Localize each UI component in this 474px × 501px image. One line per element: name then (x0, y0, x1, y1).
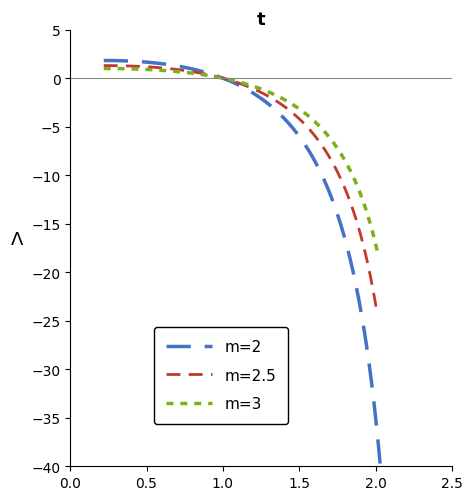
m=2.5 (374, 311, 380, 317)
m=2.5 (118, 64, 123, 70)
Line: m=3: m=3 (104, 69, 377, 251)
m=2 (383, 463, 389, 469)
Line: m=2.5: m=2.5 (104, 67, 377, 314)
m=3 (101, 66, 107, 72)
m=2.5 (308, 129, 314, 135)
Title: t: t (257, 11, 265, 29)
m=2.5 (260, 91, 265, 97)
m=3 (267, 90, 273, 96)
m=2 (281, 116, 287, 122)
m=3 (275, 94, 281, 100)
m=3 (308, 116, 314, 122)
m=2 (345, 245, 350, 252)
m=2 (316, 165, 321, 171)
m=2 (273, 108, 278, 114)
m=2.5 (267, 95, 273, 101)
m=2 (101, 58, 107, 64)
Line: m=2: m=2 (104, 61, 386, 466)
Legend: m=2, m=2.5, m=3: m=2, m=2.5, m=3 (154, 327, 288, 424)
Y-axis label: Λ: Λ (11, 230, 24, 248)
m=3 (336, 149, 342, 155)
m=3 (118, 67, 123, 73)
m=2.5 (275, 100, 281, 106)
m=2 (118, 59, 124, 65)
m=2 (101, 58, 107, 64)
m=3 (374, 248, 380, 254)
m=3 (260, 87, 265, 93)
m=2.5 (336, 173, 342, 179)
m=2 (265, 102, 271, 108)
m=2.5 (101, 64, 107, 70)
m=2 (378, 463, 383, 469)
